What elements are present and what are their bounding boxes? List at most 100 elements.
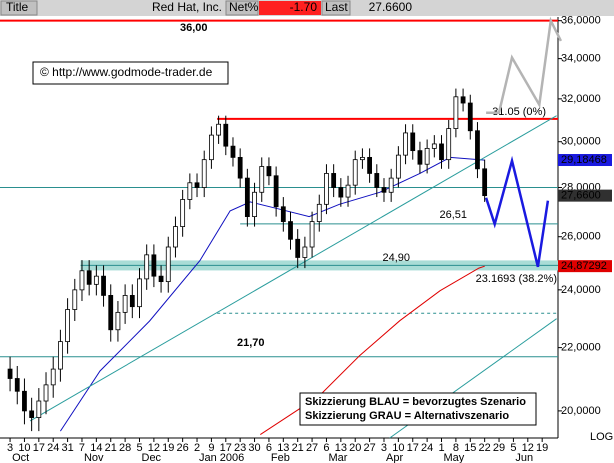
x-tick-label: 23: [234, 442, 246, 454]
candle-body: [29, 410, 35, 418]
x-tick-label: 24: [47, 442, 59, 454]
candle-body: [280, 206, 286, 222]
candle-body: [360, 156, 365, 161]
x-tick-label: 30: [248, 442, 260, 454]
y-tick-label: 22,0000: [561, 342, 601, 354]
header-title-label: Title: [6, 0, 29, 14]
candle-body: [417, 150, 423, 165]
candle-body: [424, 147, 430, 165]
net-cell: [259, 1, 321, 15]
candle-body: [467, 102, 473, 132]
x-tick-label: 15: [464, 442, 476, 454]
header: Title Red Hat, Inc. Net% -1.70 Last 27.6…: [0, 0, 614, 16]
candle-body: [201, 159, 207, 188]
y-tick-label: 36,0000: [561, 15, 601, 27]
candle-body: [129, 295, 135, 308]
x-tick-label: 13: [277, 442, 289, 454]
x-tick-label: 24: [421, 442, 433, 454]
candle-body: [352, 159, 358, 186]
candle-body: [316, 203, 322, 222]
price-marker: [558, 189, 612, 202]
candle-body: [137, 278, 142, 308]
candle-body: [194, 182, 200, 188]
x-tick-label: 17: [407, 442, 419, 454]
candle-body: [93, 275, 99, 285]
y-tick-label: 20,0000: [561, 405, 601, 417]
x-tick-label: 14: [90, 442, 102, 454]
month-label: Nov: [84, 452, 104, 463]
candle-body: [108, 295, 114, 331]
candle-body: [144, 254, 150, 280]
month-label: Apr: [386, 452, 403, 463]
header-cell: [0, 0, 38, 16]
candle-body: [122, 295, 128, 313]
overlay-line: [484, 155, 550, 268]
candle-body: [446, 128, 452, 161]
x-tick-label: 19: [536, 442, 548, 454]
candle-body: [216, 123, 221, 136]
level-label: 36,00: [180, 22, 208, 34]
candle-body: [439, 143, 444, 161]
y-tick-label: 34,0000: [561, 53, 601, 65]
candle-body: [266, 166, 272, 177]
candle-body: [288, 221, 293, 240]
x-tick-label: 10: [18, 442, 30, 454]
candle-body: [244, 177, 250, 218]
x-tick-label: 2: [194, 442, 200, 454]
candle-body: [115, 311, 121, 331]
price-marker-label: 24,87292: [561, 260, 607, 272]
candle-body: [237, 156, 243, 179]
candle-body: [101, 275, 106, 296]
header-last-label: Last: [325, 0, 348, 14]
x-tick-label: 12: [148, 442, 160, 454]
x-tick-label: 13: [335, 442, 347, 454]
x-tick-label: 3: [7, 442, 13, 454]
candle-body: [345, 184, 351, 198]
x-tick-label: 6: [266, 442, 272, 454]
x-tick-label: 5: [136, 442, 142, 454]
candle-body: [209, 134, 214, 161]
scale-label: LOG: [590, 431, 613, 443]
level-label: 26,51: [439, 209, 467, 221]
candle-body: [295, 238, 301, 258]
candle-body: [460, 96, 466, 104]
x-tick-label: 31: [61, 442, 73, 454]
header-cell: [321, 0, 351, 16]
candle-body: [259, 166, 265, 193]
x-tick-label: 1: [438, 442, 444, 454]
month-label: Jun: [515, 452, 533, 463]
candle-body: [223, 123, 229, 147]
candle-body: [331, 173, 337, 188]
candle-body: [410, 132, 416, 152]
x-tick-label: 19: [162, 442, 174, 454]
x-tick-label: 22: [479, 442, 491, 454]
candle-body: [403, 132, 408, 156]
month-label: Feb: [271, 452, 290, 463]
candle-body: [453, 96, 459, 129]
note-box: [299, 392, 537, 426]
price-marker-label: 29,18468: [561, 154, 607, 166]
overlay-line: [486, 16, 563, 114]
candle-body: [7, 368, 13, 379]
candle-body: [187, 182, 193, 200]
candle-body: [252, 191, 257, 218]
month-label: Mar: [328, 452, 347, 463]
price-marker: [558, 154, 612, 167]
candle-body: [431, 143, 437, 149]
header-net: -1.70: [290, 0, 318, 14]
candle-body: [475, 130, 480, 170]
x-tick-label: 6: [323, 442, 329, 454]
candle-body: [158, 275, 164, 283]
header-last: 27.6600: [369, 0, 413, 14]
y-tick-label: 32,0000: [561, 93, 601, 105]
candle-body: [395, 154, 401, 179]
candle-body: [14, 378, 20, 392]
candle-body: [22, 390, 27, 412]
x-tick-label: 21: [105, 442, 117, 454]
y-tick-label: 30,0000: [561, 136, 601, 148]
price-marker-label: 27,6600: [561, 190, 601, 202]
x-tick-label: 21: [292, 442, 304, 454]
x-tick-label: 7: [79, 442, 85, 454]
x-tick-label: 8: [453, 442, 459, 454]
candle-body: [374, 173, 380, 188]
